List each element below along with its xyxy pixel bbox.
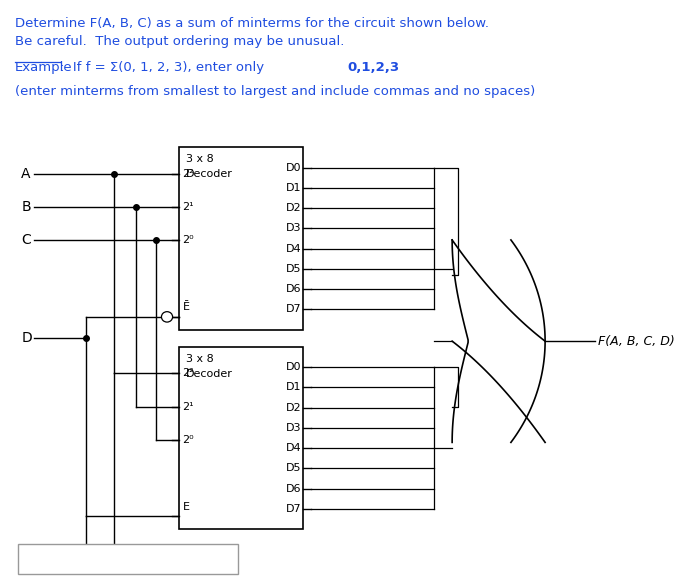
- Text: D6: D6: [286, 284, 302, 294]
- FancyBboxPatch shape: [18, 544, 238, 574]
- Text: Ē: Ē: [183, 303, 189, 312]
- Text: D1: D1: [286, 383, 302, 392]
- Text: D6: D6: [286, 484, 302, 493]
- Text: D4: D4: [286, 244, 302, 253]
- Text: A: A: [21, 167, 31, 181]
- Bar: [179, 147, 303, 329]
- Text: 3 x 8: 3 x 8: [186, 354, 213, 364]
- Text: D4: D4: [286, 443, 302, 453]
- Text: 2⁰: 2⁰: [183, 235, 194, 245]
- Text: :  If f = Σ(0, 1, 2, 3), enter only: : If f = Σ(0, 1, 2, 3), enter only: [61, 61, 269, 74]
- Text: 2¹: 2¹: [183, 202, 194, 212]
- Text: D7: D7: [286, 504, 302, 514]
- Text: C: C: [21, 233, 31, 247]
- Text: D2: D2: [286, 403, 302, 413]
- Text: D3: D3: [286, 223, 302, 234]
- Text: 2¹: 2¹: [183, 402, 194, 412]
- Circle shape: [161, 312, 172, 322]
- Text: Example: Example: [15, 61, 73, 74]
- Text: 2²: 2²: [183, 369, 194, 378]
- Text: 2⁰: 2⁰: [183, 434, 194, 444]
- Text: (enter minterms from smallest to largest and include commas and no spaces): (enter minterms from smallest to largest…: [15, 85, 535, 98]
- Text: B: B: [21, 200, 31, 214]
- Text: D3: D3: [286, 423, 302, 433]
- Text: D2: D2: [286, 203, 302, 213]
- Text: D7: D7: [286, 304, 302, 314]
- Text: D1: D1: [286, 183, 302, 193]
- Text: 3 x 8: 3 x 8: [186, 154, 213, 164]
- Text: D0: D0: [286, 162, 302, 173]
- Text: 2²: 2²: [183, 169, 194, 179]
- Text: D0: D0: [286, 362, 302, 372]
- Text: Decoder: Decoder: [186, 169, 232, 179]
- Text: D5: D5: [286, 264, 302, 274]
- Text: F(A, B, C, D): F(A, B, C, D): [598, 335, 675, 347]
- Bar: [179, 347, 303, 529]
- Text: Determine F(A, B, C) as a sum of minterms for the circuit shown below.: Determine F(A, B, C) as a sum of minterm…: [15, 18, 489, 30]
- Text: D: D: [21, 331, 32, 345]
- Text: Decoder: Decoder: [186, 369, 232, 379]
- Text: E: E: [183, 502, 189, 512]
- Text: Be careful.  The output ordering may be unusual.: Be careful. The output ordering may be u…: [15, 34, 345, 47]
- Text: D5: D5: [286, 464, 302, 474]
- Text: 0,1,2,3: 0,1,2,3: [347, 61, 400, 74]
